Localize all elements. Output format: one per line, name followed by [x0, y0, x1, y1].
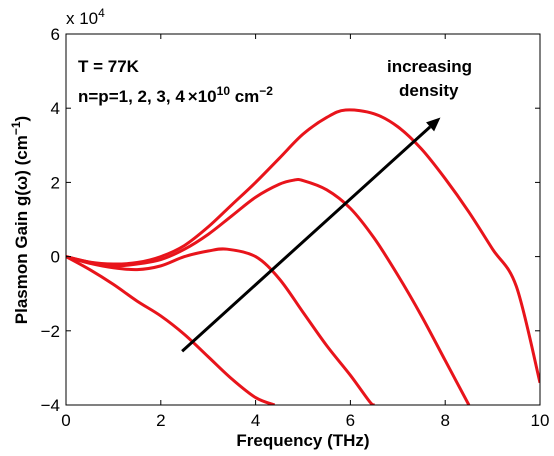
axis-ticks: 0 2 4 6 8 10 −4 −2 0 2 4 6 [41, 25, 550, 430]
plot-frame [65, 33, 541, 406]
y-multiplier: x 104 [66, 6, 105, 28]
y-tick-label: 2 [51, 173, 60, 192]
x-tick-label: 8 [440, 411, 449, 430]
density-unit: cm [230, 87, 259, 106]
gain-curves [66, 108, 540, 405]
x-tick-label: 4 [251, 411, 260, 430]
y-tick-label: 4 [51, 99, 60, 118]
arrow-label-line2: density [399, 81, 459, 100]
arrow-head [426, 117, 441, 132]
y-tick-label: −2 [41, 322, 60, 341]
density-annotation: n=p=1, 2, 3, 4 ×1010 cm−2 [78, 84, 273, 106]
density-exponent: 10 [217, 84, 231, 98]
increasing-density-arrow [181, 117, 441, 353]
density-base: 10 [198, 87, 217, 106]
y-axis-title: Plasmon Gain g(ω) (cm−1) [9, 116, 31, 324]
arrow-shaft [181, 125, 432, 353]
x-tick-label: 6 [346, 411, 355, 430]
x-tick-label: 2 [156, 411, 165, 430]
gain-curve-1 [66, 255, 276, 405]
gain-curve-2 [66, 247, 376, 405]
y-tick-label: 6 [51, 25, 60, 44]
y-tick-label: 0 [51, 248, 60, 267]
y-axis-title-exponent: −1 [9, 121, 23, 135]
x-tick-label: 10 [531, 411, 550, 430]
density-times: × [188, 87, 198, 106]
y-tick-label: −4 [41, 396, 60, 415]
y-axis-title-end: ) [12, 116, 31, 122]
density-prefix: n=p=1, 2, 3, 4 [78, 87, 185, 106]
y-multiplier-exponent: 4 [98, 6, 105, 20]
temperature-annotation: T = 77K [78, 57, 140, 76]
y-axis-title-main: Plasmon Gain g(ω) (cm [12, 135, 31, 324]
gain-curve-4 [66, 108, 540, 384]
arrow-label-line1: increasing [387, 57, 472, 76]
density-unit-exponent: −2 [259, 84, 273, 98]
x-axis-title: Frequency (THz) [236, 431, 369, 450]
y-multiplier-base: x 10 [66, 9, 98, 28]
x-tick-label: 0 [61, 411, 70, 430]
